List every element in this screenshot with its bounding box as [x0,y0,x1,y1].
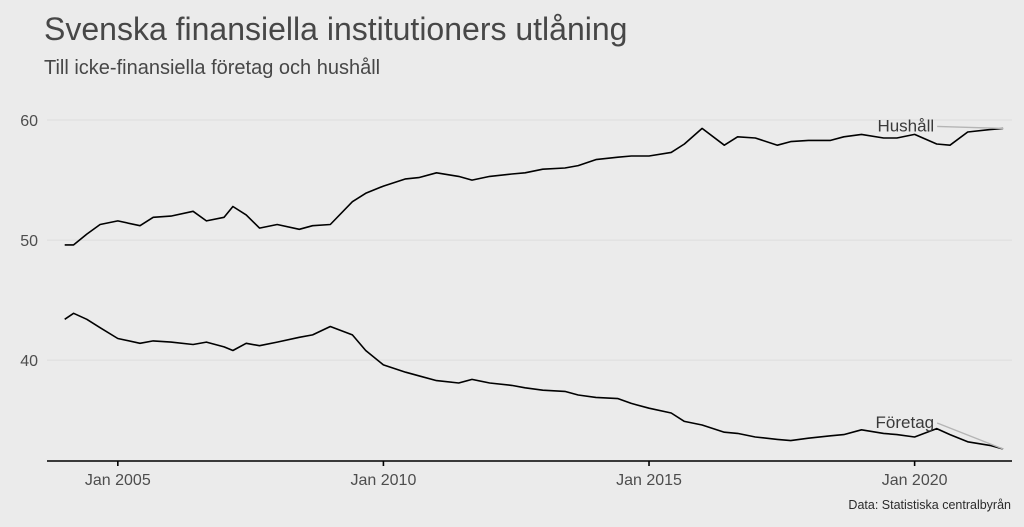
data-source-caption: Data: Statistiska centralbyrån [848,498,1011,512]
y-tick-label-50: 50 [20,233,38,250]
x-tick-label-2015-01: Jan 2015 [616,472,682,489]
series-line-hushall [64,127,1004,246]
x-tick-label-2020-01: Jan 2020 [882,472,948,489]
x-axis-ticks: Jan 2005 Jan 2010 Jan 2015 Jan 2020 [85,461,948,489]
label-leader-hushall [937,125,1004,130]
chart-title: Svenska finansiella institutioners utlån… [44,11,627,47]
series-label-foretag: Företag [876,413,935,432]
x-tick-label-2005-01: Jan 2005 [85,472,151,489]
series-lines [64,127,1004,450]
y-tick-label-60: 60 [20,113,38,130]
x-tick-label-2010-01: Jan 2010 [351,472,417,489]
chart-subtitle: Till icke-finansiella företag och hushål… [44,57,380,79]
series-line-foretag [64,312,1004,450]
y-axis-ticks: 40 50 60 [20,113,38,370]
label-leader-foretag [936,422,1004,450]
gridlines [47,119,1012,361]
series-label-hushall: Hushåll [877,116,934,135]
series-labels: Hushåll Företag [876,116,1004,450]
y-tick-label-40: 40 [20,353,38,370]
